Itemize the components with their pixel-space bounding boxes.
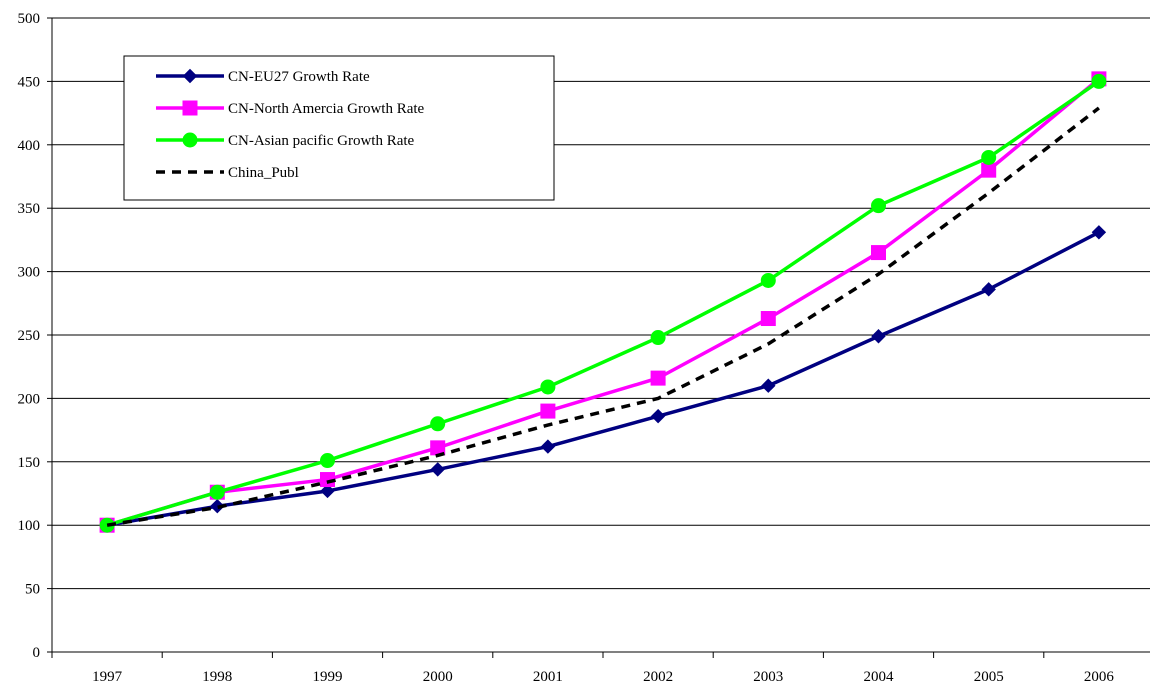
x-tick-label: 2005 bbox=[974, 669, 1004, 685]
legend-label: CN-North Amercia Growth Rate bbox=[228, 101, 425, 117]
x-tick-label: 1997 bbox=[92, 669, 123, 685]
data-point bbox=[541, 380, 555, 394]
data-point bbox=[541, 440, 554, 453]
y-tick-label: 100 bbox=[18, 518, 41, 534]
data-point bbox=[982, 283, 995, 296]
data-point bbox=[1092, 74, 1106, 88]
data-point bbox=[762, 379, 775, 392]
y-tick-label: 0 bbox=[33, 645, 41, 661]
y-tick-label: 450 bbox=[18, 74, 41, 90]
data-point bbox=[872, 199, 886, 213]
y-tick-label: 350 bbox=[18, 201, 41, 217]
legend-label: CN-EU27 Growth Rate bbox=[228, 69, 370, 85]
data-point bbox=[872, 246, 886, 260]
data-point bbox=[321, 454, 335, 468]
x-tick-label: 2000 bbox=[423, 669, 453, 685]
y-tick-label: 400 bbox=[18, 138, 41, 154]
data-point bbox=[982, 163, 996, 177]
legend-label: CN-Asian pacific Growth Rate bbox=[228, 133, 415, 149]
legend-label: China_Publ bbox=[228, 165, 299, 181]
legend-swatch-marker bbox=[183, 133, 197, 147]
y-tick-label: 50 bbox=[25, 582, 40, 598]
data-point bbox=[651, 331, 665, 345]
data-point bbox=[761, 273, 775, 287]
x-tick-label: 1999 bbox=[313, 669, 343, 685]
x-tick-label: 2003 bbox=[753, 669, 783, 685]
legend: CN-EU27 Growth Rate CN-North Amercia Grow… bbox=[124, 56, 554, 200]
x-tick-label: 2006 bbox=[1084, 669, 1115, 685]
data-point bbox=[872, 330, 885, 343]
x-tick-label: 2004 bbox=[864, 669, 895, 685]
data-point bbox=[210, 485, 224, 499]
data-point bbox=[761, 312, 775, 326]
x-tick-label: 2002 bbox=[643, 669, 673, 685]
y-tick-label: 150 bbox=[18, 455, 41, 471]
y-tick-label: 300 bbox=[18, 265, 41, 281]
y-tick-label: 250 bbox=[18, 328, 41, 344]
data-point bbox=[541, 404, 555, 418]
data-point bbox=[431, 463, 444, 476]
y-tick-label: 200 bbox=[18, 391, 41, 407]
x-tick-label: 1998 bbox=[202, 669, 232, 685]
data-point bbox=[982, 150, 996, 164]
data-point bbox=[1092, 226, 1105, 239]
data-point bbox=[431, 417, 445, 431]
x-tick-label: 2001 bbox=[533, 669, 563, 685]
data-point bbox=[651, 371, 665, 385]
y-tick-label: 500 bbox=[18, 11, 41, 27]
data-point bbox=[652, 410, 665, 423]
legend-swatch-marker bbox=[183, 101, 197, 115]
